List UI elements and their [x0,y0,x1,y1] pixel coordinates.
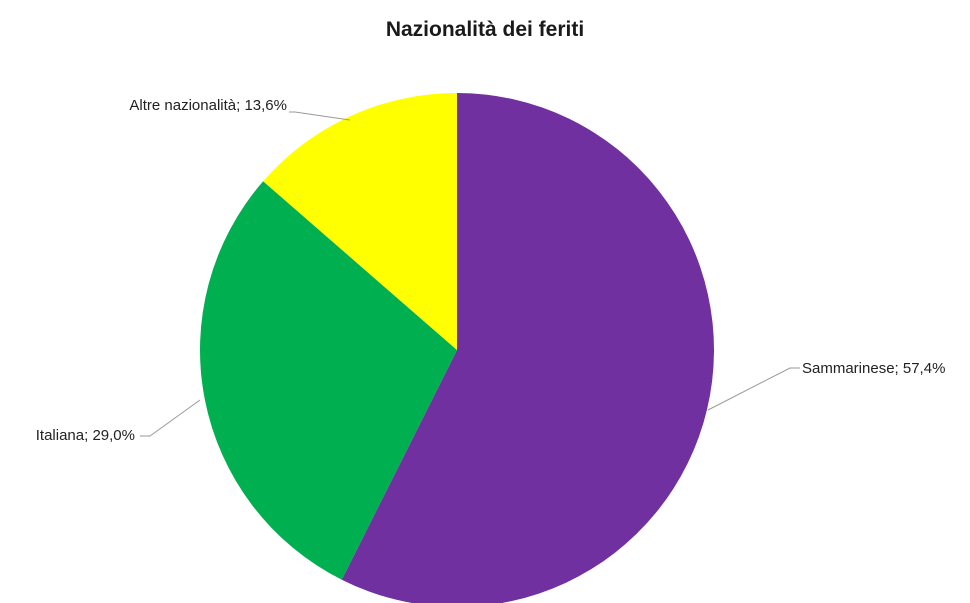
slice-labels: Sammarinese; 57,4% Italiana; 29,0% Altre n… [36,97,946,444]
pie-slice-sammarinese [341,93,714,603]
pie-slice-italiana [200,181,457,580]
chart-title: Nazionalità dei feriti [385,18,585,41]
data-label: Altre nazionalità; 13,6% [129,97,287,114]
leader-lines [140,111,800,437]
leader-line [707,367,800,411]
leader-line [289,111,351,121]
pie-slices [200,92,714,603]
data-label: Italiana; 29,0% [36,427,135,444]
leader-line [140,399,201,437]
data-label: Sammarinese; 57,4% [802,360,945,377]
pie-slice-altre-nazionalit- [263,92,457,350]
